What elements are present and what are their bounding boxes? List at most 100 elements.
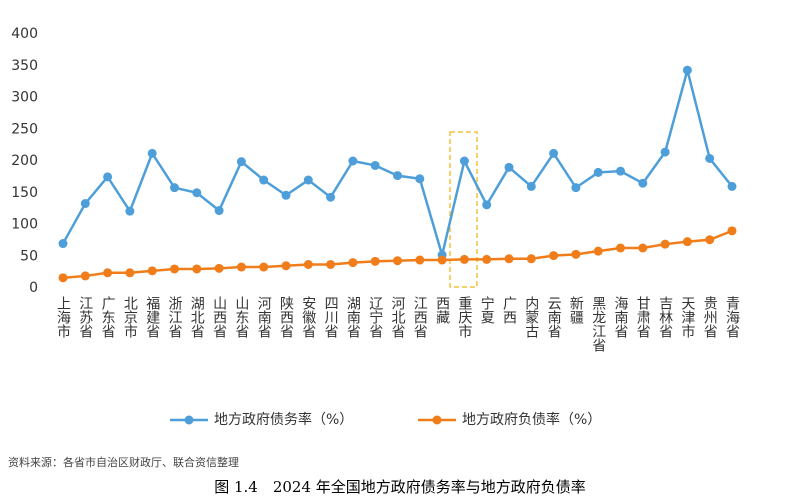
point (727, 226, 737, 236)
x-tick-label: 新疆 (567, 296, 584, 324)
point (571, 249, 581, 259)
x-tick-label: 江苏省 (77, 296, 94, 338)
point (682, 65, 692, 75)
point (259, 262, 269, 272)
point (170, 264, 179, 274)
x-tick-label: 江西省 (411, 296, 428, 338)
y-tick-label: 200 (11, 153, 38, 169)
point (236, 157, 246, 167)
point (192, 264, 202, 274)
legend-label: 地方政府负债率（%） (462, 411, 601, 428)
point (415, 255, 425, 265)
point (504, 162, 514, 172)
point (303, 175, 313, 185)
point (281, 190, 291, 200)
x-tick-label: 广东省 (99, 296, 116, 338)
point (348, 258, 358, 268)
x-tick-label: 重庆市 (456, 296, 473, 338)
point (616, 243, 625, 253)
x-tick-label: 贵州省 (701, 296, 718, 338)
point (616, 166, 625, 176)
point (393, 256, 402, 266)
point (192, 188, 202, 198)
point (593, 246, 603, 256)
point (370, 256, 380, 266)
point (660, 147, 670, 157)
x-tick-label: 黑龙江省 (590, 296, 607, 352)
caption: 图 1.4 2024 年全国地方政府债务率与地方政府负债率 (214, 478, 586, 496)
point (705, 235, 715, 245)
x-tick-label: 西藏 (434, 296, 451, 324)
series-line (62, 229, 733, 280)
x-tick-label: 山西省 (211, 296, 228, 338)
highlight-box (449, 131, 478, 288)
x-tick-label: 河北省 (389, 296, 406, 338)
point (459, 156, 469, 166)
y-tick-label: 250 (11, 121, 38, 137)
point (326, 192, 336, 202)
x-tick-label: 湖北省 (188, 296, 205, 338)
point (482, 200, 492, 210)
point (727, 181, 737, 191)
point (549, 251, 559, 261)
point (504, 254, 514, 264)
point (326, 260, 336, 270)
point (259, 175, 269, 185)
y-tick-label: 400 (11, 26, 38, 42)
x-tick-label: 四川省 (322, 296, 339, 338)
point (549, 148, 559, 158)
point (214, 263, 224, 273)
point (103, 172, 113, 182)
x-tick-label: 福建省 (144, 296, 161, 338)
point (147, 148, 157, 158)
x-tick-label: 辽宁省 (367, 296, 384, 338)
x-tick-label: 安徽省 (300, 296, 317, 338)
x-tick-label: 北京市 (121, 296, 138, 338)
point (80, 199, 90, 209)
point (393, 171, 402, 181)
x-tick-label: 陕西省 (278, 296, 294, 338)
point (170, 183, 179, 193)
x-tick-label: 河南省 (255, 296, 272, 338)
point (370, 160, 380, 170)
point (281, 261, 291, 271)
x-tick-label: 浙江省 (166, 296, 183, 338)
y-tick-label: 350 (11, 58, 38, 74)
x-tick-label: 广西 (501, 296, 517, 324)
y-tick-label: 300 (11, 90, 38, 106)
point (348, 156, 358, 166)
x-tick-label: 青海省 (724, 296, 740, 338)
x-tick-label: 云南省 (545, 296, 562, 338)
series-line (61, 65, 733, 260)
point (437, 255, 447, 265)
point (593, 167, 603, 177)
point (526, 254, 536, 264)
x-tick-label: 上海市 (55, 296, 71, 338)
x-tick-label: 山东省 (233, 296, 250, 338)
point (214, 206, 224, 216)
point (459, 254, 469, 264)
point (638, 243, 648, 253)
point (682, 237, 692, 247)
point (103, 268, 113, 278)
point (58, 239, 68, 249)
y-tick-label: 100 (11, 217, 38, 233)
legend-label: 地方政府债务率（%） (214, 411, 353, 428)
point (526, 181, 536, 191)
source-note: 资料来源：各省市自治区财政厅、联合资信整理 (8, 455, 239, 469)
x-tick-label: 吉林省 (657, 296, 674, 338)
point (125, 268, 135, 278)
x-tick-label: 甘肃省 (634, 296, 651, 338)
point (80, 271, 90, 281)
x-tick-label: 天津市 (679, 296, 696, 338)
point (147, 266, 157, 276)
legend-marker (432, 415, 442, 425)
point (660, 239, 670, 249)
point (638, 178, 648, 188)
x-tick-label: 内蒙古 (523, 296, 540, 338)
y-tick-label: 150 (11, 185, 38, 201)
point (236, 262, 246, 272)
legend-marker (184, 415, 194, 425)
